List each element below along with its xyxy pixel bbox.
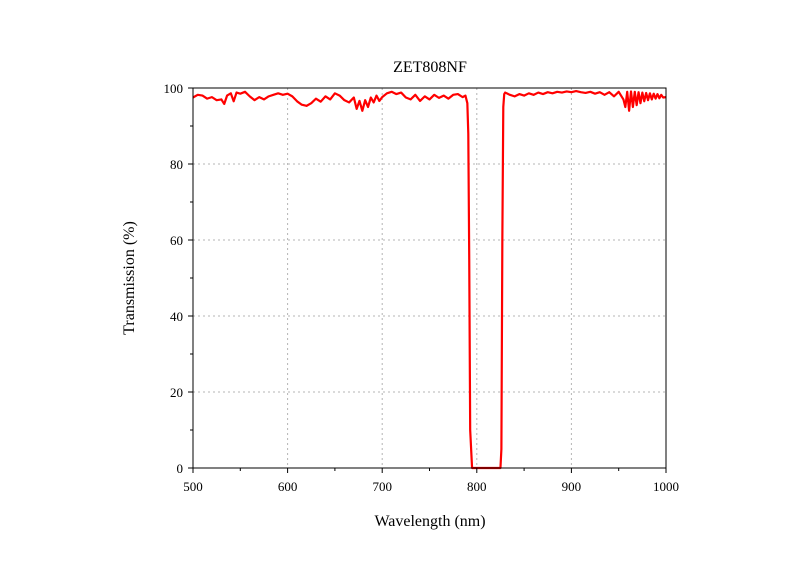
x-tick-label: 1000 — [653, 479, 679, 494]
y-tick-label: 40 — [170, 309, 183, 324]
y-tick-label: 0 — [177, 461, 184, 476]
y-tick-label: 60 — [170, 233, 183, 248]
x-tick-label: 500 — [183, 479, 203, 494]
x-tick-label: 800 — [467, 479, 487, 494]
y-tick-label: 20 — [170, 385, 183, 400]
y-tick-label: 80 — [170, 157, 183, 172]
x-axis-label: Wavelength (nm) — [374, 513, 485, 530]
series-layer — [192, 89, 667, 470]
transmission-series-line — [192, 89, 667, 470]
x-tick-label: 900 — [562, 479, 582, 494]
x-tick-label: 600 — [278, 479, 298, 494]
chart-title: ZET808NF — [393, 59, 467, 76]
grid-layer — [193, 88, 666, 468]
plot-frame — [192, 87, 667, 469]
y-axis-label: Transmission (%) — [121, 221, 138, 335]
x-tick-label: 700 — [372, 479, 392, 494]
y-tick-label: 100 — [164, 81, 184, 96]
tick-layer: 500 600 700 800 900 1000 0 20 40 60 80 100 — [164, 81, 680, 494]
